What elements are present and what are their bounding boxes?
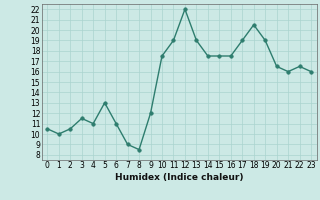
X-axis label: Humidex (Indice chaleur): Humidex (Indice chaleur) bbox=[115, 173, 244, 182]
